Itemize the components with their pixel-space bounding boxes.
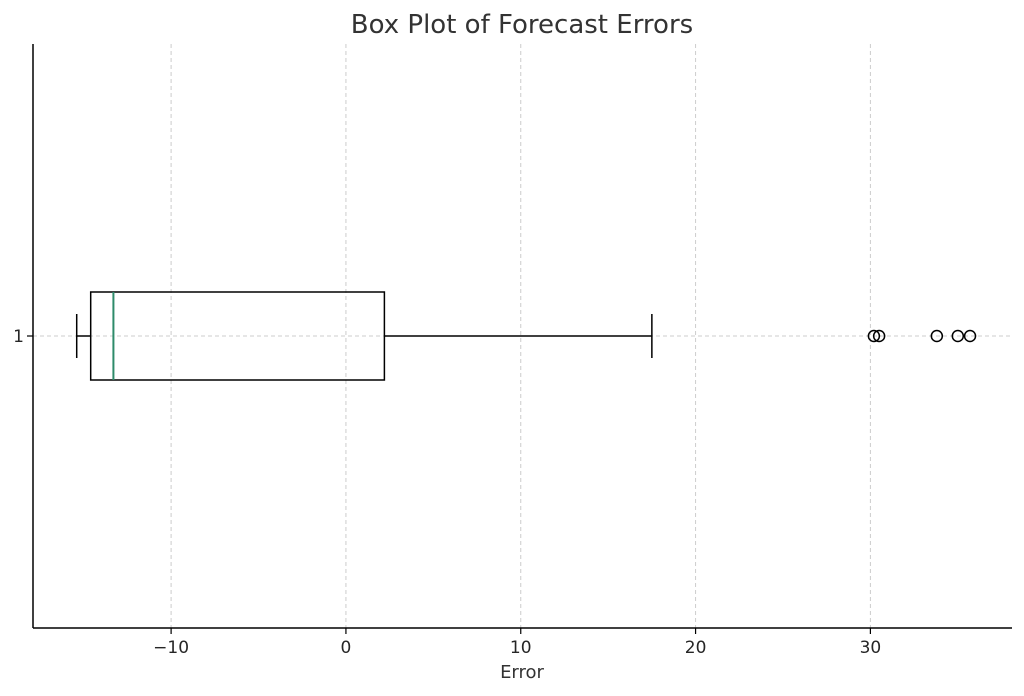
x-ticks: −10 0 10 20 30: [153, 628, 881, 658]
y-tick-label: 1: [13, 327, 24, 347]
outlier-point: [963, 329, 977, 343]
chart-title: Box Plot of Forecast Errors: [351, 10, 693, 40]
outlier-point: [872, 329, 886, 343]
x-axis-label: Error: [500, 662, 544, 683]
y-ticks: 1: [13, 327, 33, 347]
outlier-point: [930, 329, 944, 343]
boxes: [75, 291, 977, 381]
x-tick-label: 20: [685, 638, 707, 658]
outlier-point: [951, 329, 965, 343]
grid-lines: [33, 44, 1012, 628]
x-tick-label: 10: [510, 638, 532, 658]
box-iqr: [89, 291, 386, 381]
x-tick-label: −10: [153, 638, 189, 658]
x-tick-label: 30: [860, 638, 882, 658]
outlier-point: [867, 329, 881, 343]
x-tick-label: 0: [341, 638, 352, 658]
